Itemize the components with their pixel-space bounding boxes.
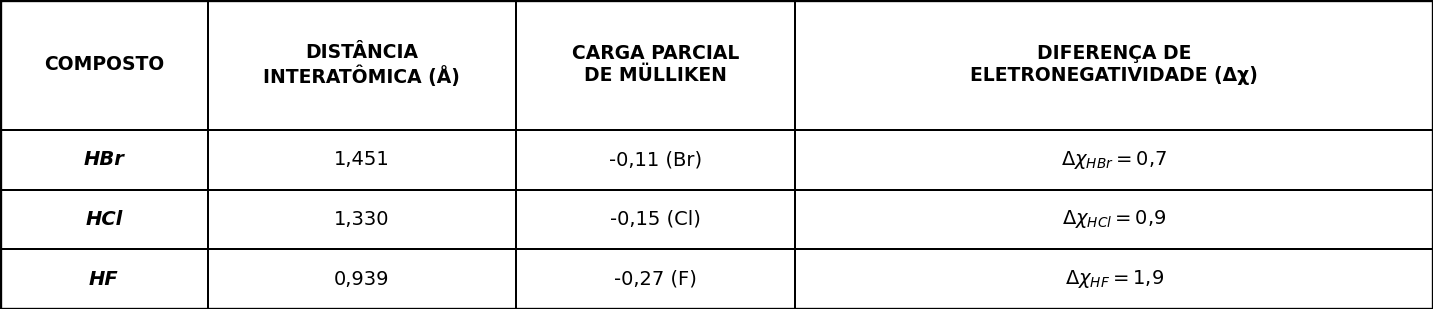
Text: HBr: HBr (83, 150, 125, 169)
Text: -0,27 (F): -0,27 (F) (615, 270, 696, 289)
Text: -0,15 (Cl): -0,15 (Cl) (610, 210, 701, 229)
Text: 1,451: 1,451 (334, 150, 390, 169)
Text: $\Delta\chi_{HCl}$$ = $0,9: $\Delta\chi_{HCl}$$ = $0,9 (1062, 208, 1166, 231)
Text: HCl: HCl (86, 210, 122, 229)
Text: 0,939: 0,939 (334, 270, 390, 289)
Text: DISTÂNCIA
INTERATÔMICA (Å): DISTÂNCIA INTERATÔMICA (Å) (264, 43, 460, 87)
Text: 1,330: 1,330 (334, 210, 390, 229)
Text: COMPOSTO: COMPOSTO (44, 55, 163, 74)
Text: HF: HF (89, 270, 119, 289)
Text: $\Delta\chi_{HF}$$ = $1,9: $\Delta\chi_{HF}$$ = $1,9 (1065, 268, 1164, 290)
Text: -0,11 (Br): -0,11 (Br) (609, 150, 702, 169)
Text: DIFERENÇA DE
ELETRONEGATIVIDADE (Δχ): DIFERENÇA DE ELETRONEGATIVIDADE (Δχ) (970, 44, 1258, 85)
Text: $\Delta\chi_{HBr}$$ = $0,7: $\Delta\chi_{HBr}$$ = $0,7 (1062, 149, 1166, 171)
Text: CARGA PARCIAL
DE MÜLLIKEN: CARGA PARCIAL DE MÜLLIKEN (572, 44, 739, 85)
